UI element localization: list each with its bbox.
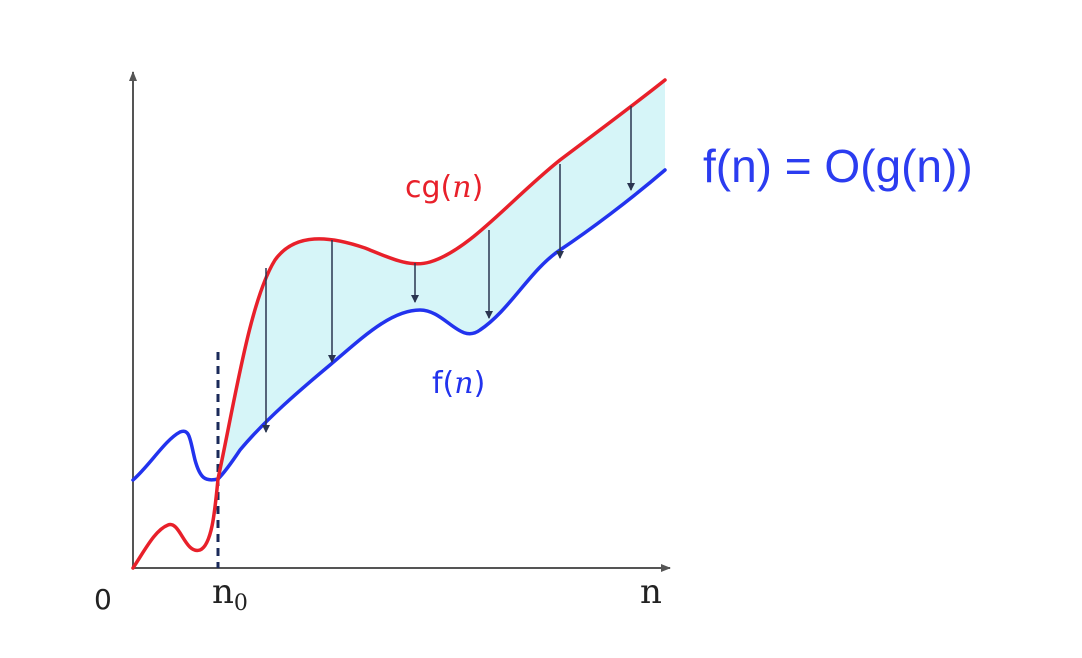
x-axis-label: n bbox=[640, 572, 662, 612]
cg-n-label: cg(n) bbox=[405, 170, 483, 205]
big-o-equation: f(n) = O(g(n)) bbox=[703, 140, 973, 192]
n0-label: n0 bbox=[212, 572, 248, 616]
origin-label: 0 bbox=[94, 583, 112, 616]
f-n-label: f(n) bbox=[432, 366, 485, 401]
f-n-curve bbox=[131, 168, 667, 482]
cg-n-curve bbox=[131, 78, 667, 570]
bound-region bbox=[218, 80, 665, 479]
